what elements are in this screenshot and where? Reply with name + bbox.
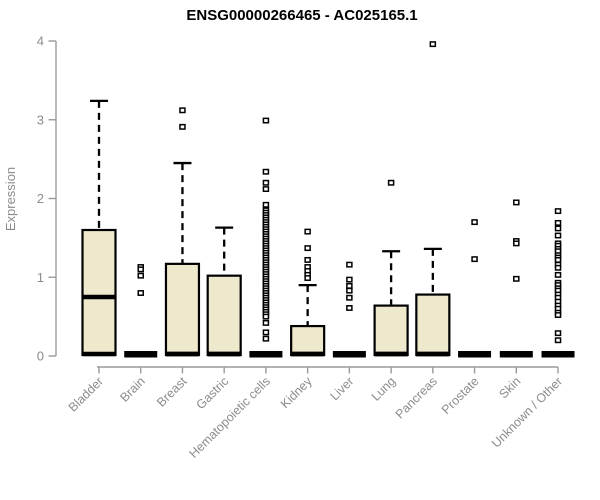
box-lung bbox=[373, 304, 409, 357]
outlier-point-brain bbox=[137, 272, 144, 279]
box-kidney bbox=[290, 324, 326, 357]
outlier-point-breast bbox=[179, 107, 186, 114]
x-tick-label-hematopoietic-cells: Hematopoietic cells bbox=[186, 374, 273, 461]
x-tick-label-bladder: Bladder bbox=[66, 374, 106, 414]
outlier-point-skin bbox=[513, 199, 520, 206]
outlier-points bbox=[137, 41, 562, 344]
outlier-point-hematopoietic-cells bbox=[262, 168, 270, 175]
outlier-point-unknown-other bbox=[554, 225, 562, 232]
outlier-point-liver bbox=[346, 261, 353, 268]
outlier-point-unknown-other bbox=[554, 271, 562, 278]
y-tick-label: 0 bbox=[37, 349, 44, 364]
outlier-point-liver bbox=[346, 287, 353, 294]
outlier-point-hematopoietic-cells bbox=[262, 186, 270, 193]
outlier-point-unknown-other bbox=[554, 232, 562, 239]
outlier-point-hematopoietic-cells bbox=[262, 335, 270, 342]
x-tick-label-liver: Liver bbox=[327, 374, 356, 403]
collapsed-box-unknown-other bbox=[541, 351, 575, 358]
outlier-point-liver bbox=[346, 276, 353, 283]
y-tick-label: 1 bbox=[37, 270, 44, 285]
x-tick-label-pancreas: Pancreas bbox=[393, 374, 440, 421]
outlier-point-prostate bbox=[471, 256, 478, 263]
outlier-point-unknown-other bbox=[554, 208, 562, 215]
outlier-point-lung bbox=[387, 179, 395, 186]
x-tick-label-skin: Skin bbox=[496, 374, 523, 401]
outlier-point-unknown-other bbox=[554, 330, 562, 337]
y-axis-label: Expression bbox=[3, 167, 18, 231]
x-tick-label-lung: Lung bbox=[369, 374, 399, 404]
outlier-point-pancreas bbox=[429, 41, 437, 48]
x-tick-label-gastric: Gastric bbox=[193, 374, 231, 412]
x-tick-label-breast: Breast bbox=[154, 374, 190, 410]
box-bladder bbox=[81, 228, 117, 357]
outlier-point-hematopoietic-cells bbox=[262, 329, 270, 336]
outlier-point-kidney bbox=[304, 245, 311, 252]
outlier-point-hematopoietic-cells bbox=[262, 117, 270, 124]
box-pancreas bbox=[415, 293, 451, 357]
outlier-point-kidney bbox=[304, 256, 311, 263]
outlier-point-hematopoietic-cells bbox=[262, 313, 270, 320]
outlier-point-unknown-other bbox=[554, 337, 562, 344]
outlier-point-unknown-other bbox=[554, 219, 562, 226]
outlier-point-liver bbox=[346, 305, 353, 311]
x-tick-label-prostate: Prostate bbox=[439, 374, 482, 417]
outlier-point-unknown-other bbox=[554, 312, 562, 319]
outlier-point-unknown-other bbox=[554, 264, 562, 271]
collapsed-box-skin bbox=[499, 351, 533, 358]
box-gastric bbox=[206, 274, 242, 357]
outlier-point-brain bbox=[137, 266, 144, 273]
collapsed-box-brain bbox=[124, 351, 158, 358]
outlier-point-skin bbox=[513, 240, 520, 247]
outlier-point-breast bbox=[179, 123, 186, 130]
outlier-point-hematopoietic-cells bbox=[262, 319, 270, 326]
box-breast bbox=[164, 262, 201, 357]
y-tick-label: 2 bbox=[37, 191, 44, 206]
collapsed-box-prostate bbox=[458, 351, 492, 358]
x-tick-label-unknown-other: Unknown / Other bbox=[489, 374, 565, 450]
outlier-point-kidney bbox=[304, 275, 311, 281]
outlier-point-skin bbox=[513, 275, 520, 282]
chart-title: ENSG00000266465 - AC025165.1 bbox=[186, 7, 417, 24]
outlier-point-kidney bbox=[304, 228, 311, 235]
x-tick-label-kidney: Kidney bbox=[278, 374, 315, 411]
outlier-point-hematopoietic-cells bbox=[262, 179, 270, 186]
outlier-point-liver bbox=[346, 282, 353, 289]
collapsed-box-hematopoietic-cells bbox=[249, 351, 283, 358]
outlier-point-hematopoietic-cells bbox=[262, 201, 270, 208]
box-series bbox=[81, 99, 575, 358]
y-tick-label: 3 bbox=[37, 112, 44, 127]
outlier-point-brain bbox=[137, 290, 144, 296]
x-tick-label-brain: Brain bbox=[117, 374, 148, 405]
outlier-point-prostate bbox=[471, 219, 478, 226]
collapsed-box-liver bbox=[332, 351, 366, 358]
outlier-point-unknown-other bbox=[554, 256, 562, 263]
y-tick-label: 4 bbox=[37, 34, 44, 49]
outlier-point-liver bbox=[346, 294, 353, 301]
